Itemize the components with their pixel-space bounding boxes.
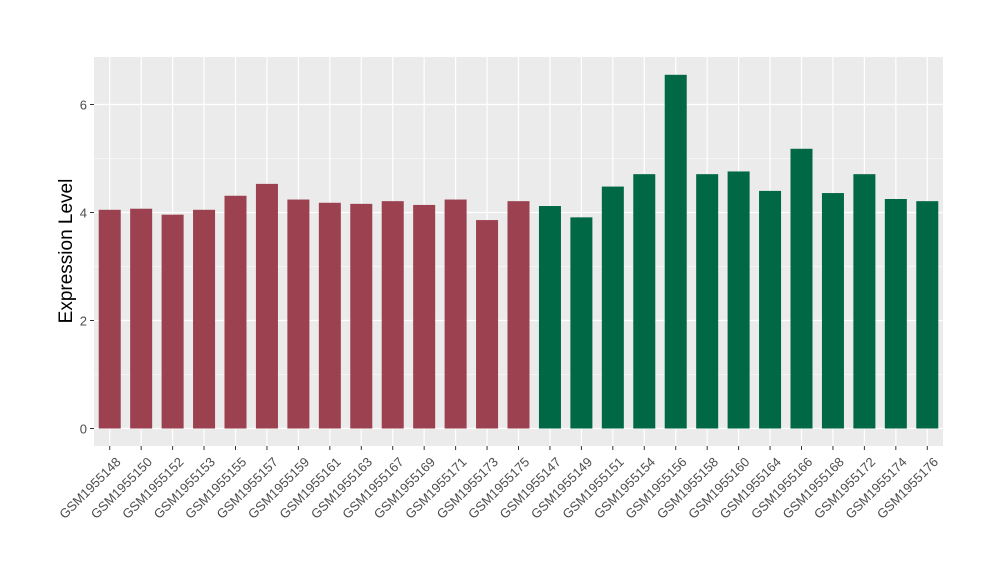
bar	[224, 195, 247, 429]
bar	[538, 206, 561, 429]
bar	[821, 193, 844, 429]
bar	[193, 209, 216, 429]
bar	[444, 199, 467, 429]
y-tick-label: 2	[80, 314, 87, 329]
bar	[161, 214, 184, 429]
bar	[130, 208, 153, 429]
y-axis-label: Expression Level	[56, 179, 77, 324]
bar	[287, 199, 310, 429]
bar	[853, 174, 876, 429]
bar	[507, 201, 530, 429]
y-axis: 0 2 4 6	[80, 98, 94, 437]
y-tick-label: 4	[80, 206, 87, 221]
bar	[350, 203, 373, 429]
bar	[633, 174, 656, 429]
bar	[318, 202, 341, 429]
y-tick-label: 0	[80, 422, 87, 437]
bar	[916, 201, 939, 429]
bar	[255, 183, 278, 429]
bar	[759, 190, 782, 429]
bar	[413, 204, 436, 429]
bar	[884, 199, 907, 429]
bar	[570, 217, 593, 429]
bars-group	[98, 74, 939, 429]
bar	[664, 74, 687, 429]
bar	[601, 186, 624, 429]
bar	[381, 201, 404, 429]
bar	[98, 209, 121, 429]
bar	[727, 171, 750, 429]
y-tick-label: 6	[80, 98, 87, 113]
x-axis: GSM1955148GSM1955150GSM1955152GSM1955153…	[56, 446, 941, 522]
bar	[696, 174, 719, 429]
bar	[790, 148, 813, 429]
bar	[476, 220, 499, 429]
